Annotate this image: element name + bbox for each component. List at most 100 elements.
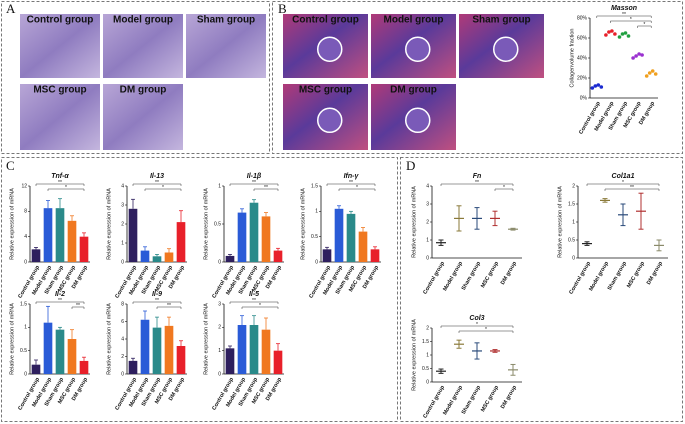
bar bbox=[176, 346, 186, 374]
y-tick-label: 0.5 bbox=[422, 366, 429, 372]
image-caption: Model group bbox=[113, 15, 173, 26]
panel-label: B bbox=[278, 1, 287, 16]
glomerulus bbox=[405, 107, 431, 134]
significance-bracket bbox=[144, 188, 182, 191]
histology-image bbox=[103, 14, 183, 78]
significance-bracket bbox=[132, 301, 182, 304]
data-point bbox=[634, 54, 638, 58]
y-tick-label: 3 bbox=[121, 202, 124, 208]
panel-label: C bbox=[6, 158, 15, 173]
chart-title: Col3 bbox=[469, 315, 484, 322]
y-tick-label: 1 bbox=[315, 209, 318, 215]
significance-bracket bbox=[229, 301, 279, 304]
y-tick-label: 0.5 bbox=[214, 221, 221, 227]
y-tick-label: 0% bbox=[580, 95, 588, 101]
y-tick-label: 8 bbox=[121, 301, 124, 307]
image-caption: MSC group bbox=[33, 85, 86, 96]
significance-label: ** bbox=[252, 180, 256, 186]
data-point bbox=[631, 56, 635, 60]
bar bbox=[79, 360, 89, 374]
y-tick-label: 0 bbox=[426, 379, 429, 385]
y-axis-label: Relative expression of mRNA bbox=[106, 303, 112, 375]
significance-label: * bbox=[162, 185, 164, 191]
x-tick-label: DM group bbox=[646, 260, 664, 286]
glomerulus bbox=[317, 36, 343, 62]
data-point bbox=[613, 32, 617, 36]
bar bbox=[261, 216, 271, 262]
significance-label: ** bbox=[167, 303, 171, 309]
image-caption: DM group bbox=[120, 85, 167, 96]
frame-d bbox=[400, 157, 683, 422]
y-axis-label: Relative expression of mRNA bbox=[203, 188, 209, 260]
y-tick-label: 60% bbox=[577, 35, 588, 41]
x-tick-label: MSC group bbox=[626, 260, 646, 289]
y-tick-label: 20% bbox=[577, 75, 588, 81]
bar bbox=[164, 325, 174, 374]
data-point bbox=[647, 71, 652, 75]
chart-title: Masson bbox=[611, 5, 637, 12]
bar bbox=[237, 325, 247, 374]
bar bbox=[176, 222, 186, 262]
data-point bbox=[607, 30, 611, 34]
bar bbox=[152, 256, 162, 262]
y-tick-label: 0.5 bbox=[311, 234, 318, 240]
y-tick-label: 0 bbox=[426, 255, 429, 261]
significance-label: ** bbox=[475, 180, 479, 186]
data-point bbox=[590, 86, 595, 90]
bar bbox=[31, 249, 41, 262]
y-tick-label: 1 bbox=[572, 219, 575, 225]
bar bbox=[237, 212, 247, 262]
data-point bbox=[617, 35, 622, 39]
data-point bbox=[626, 34, 631, 38]
y-tick-label: 3 bbox=[218, 301, 221, 307]
y-tick-label: 80% bbox=[577, 15, 588, 21]
bar bbox=[55, 208, 65, 262]
y-tick-label: 2 bbox=[426, 325, 429, 331]
bar bbox=[43, 208, 53, 262]
bar bbox=[334, 208, 344, 262]
data-point bbox=[599, 85, 604, 89]
significance-bracket bbox=[132, 183, 182, 186]
y-tick-label: 0 bbox=[218, 259, 221, 265]
data-point bbox=[640, 53, 644, 57]
bar bbox=[67, 339, 77, 374]
data-point bbox=[623, 31, 628, 35]
y-tick-label: 1.5 bbox=[311, 183, 318, 189]
significance-bracket bbox=[156, 306, 182, 309]
y-axis-label: Relative expression of mRNA bbox=[203, 303, 209, 375]
significance-label: ** bbox=[58, 180, 62, 186]
significance-label: ** bbox=[349, 180, 353, 186]
y-tick-label: 0 bbox=[572, 255, 575, 261]
bar bbox=[67, 220, 77, 262]
y-tick-label: 8 bbox=[24, 209, 27, 215]
data-point bbox=[637, 52, 641, 56]
histology-image bbox=[186, 14, 266, 78]
significance-bracket bbox=[637, 25, 652, 28]
y-tick-label: 40% bbox=[577, 55, 588, 61]
significance-label: ** bbox=[622, 12, 626, 18]
x-tick-label: DM group bbox=[500, 384, 518, 410]
chart-title: Fn bbox=[473, 173, 482, 180]
chart-title: Tnf-α bbox=[51, 173, 69, 180]
y-tick-label: 4 bbox=[121, 183, 124, 189]
significance-label: ** bbox=[264, 185, 268, 191]
bar bbox=[55, 329, 65, 374]
y-tick-label: 0 bbox=[121, 259, 124, 265]
significance-label: ** bbox=[252, 298, 256, 304]
y-tick-label: 0.5 bbox=[568, 237, 575, 243]
y-tick-label: 1 bbox=[24, 325, 27, 331]
image-caption: Control group bbox=[27, 15, 94, 26]
significance-bracket bbox=[71, 306, 85, 309]
glomerulus bbox=[405, 36, 431, 62]
significance-bracket bbox=[241, 306, 279, 309]
bar bbox=[140, 250, 150, 262]
bar bbox=[249, 202, 259, 262]
significance-label: * bbox=[503, 185, 505, 191]
y-tick-label: 3 bbox=[426, 201, 429, 207]
bar bbox=[128, 208, 138, 262]
y-axis-label: Relative expression of mRNA bbox=[411, 186, 417, 258]
significance-label: * bbox=[622, 180, 624, 186]
image-caption: Control group bbox=[292, 15, 359, 26]
histology-images: Control group Model group Sham group MSC gr… bbox=[20, 14, 544, 150]
y-tick-label: 1.5 bbox=[568, 201, 575, 207]
